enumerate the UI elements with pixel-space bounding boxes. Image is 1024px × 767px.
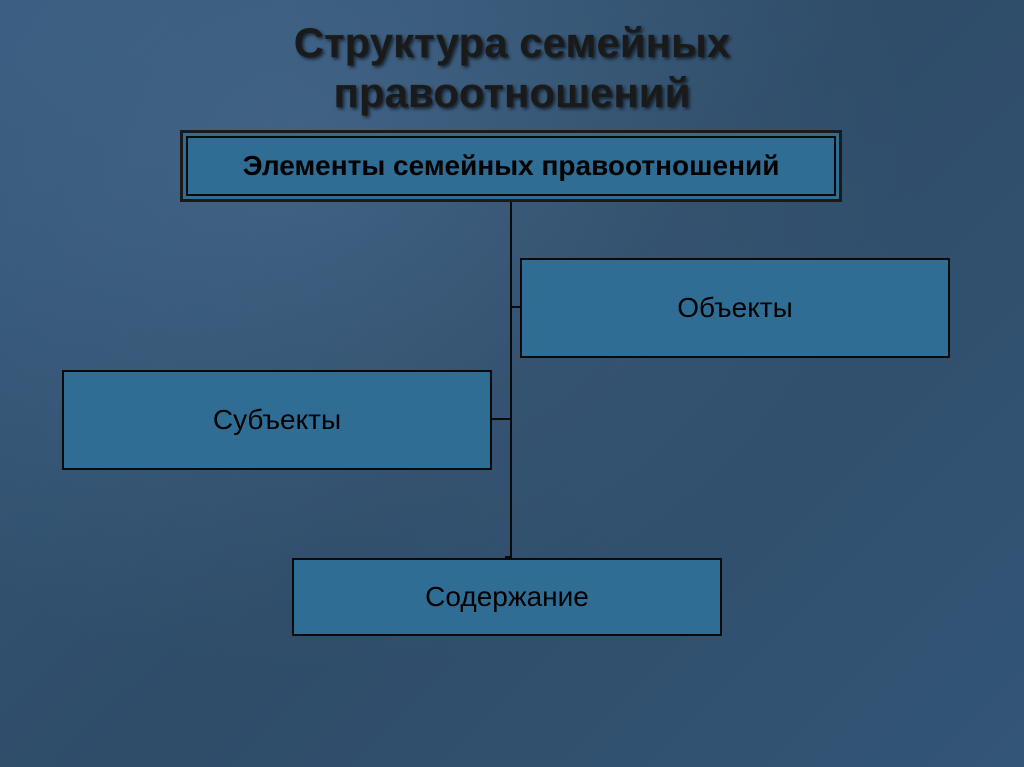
box-subjects-label: Субъекты — [213, 404, 341, 436]
box-objects: Объекты — [520, 258, 950, 358]
box-objects-label: Объекты — [677, 292, 792, 324]
box-subjects: Субъекты — [62, 370, 492, 470]
root-box: Элементы семейных правоотношений — [180, 130, 842, 202]
connector-to-subjects — [492, 418, 512, 420]
title-line2: правоотношений — [334, 69, 691, 116]
slide: Структура семейныхправоотношений Элемент… — [0, 0, 1024, 767]
connector-trunk — [510, 202, 512, 558]
slide-title: Структура семейныхправоотношений — [0, 18, 1024, 118]
box-content: Содержание — [292, 558, 722, 636]
root-box-label: Элементы семейных правоотношений — [243, 150, 780, 182]
title-line1: Структура семейных — [294, 19, 731, 66]
box-content-label: Содержание — [425, 581, 589, 613]
